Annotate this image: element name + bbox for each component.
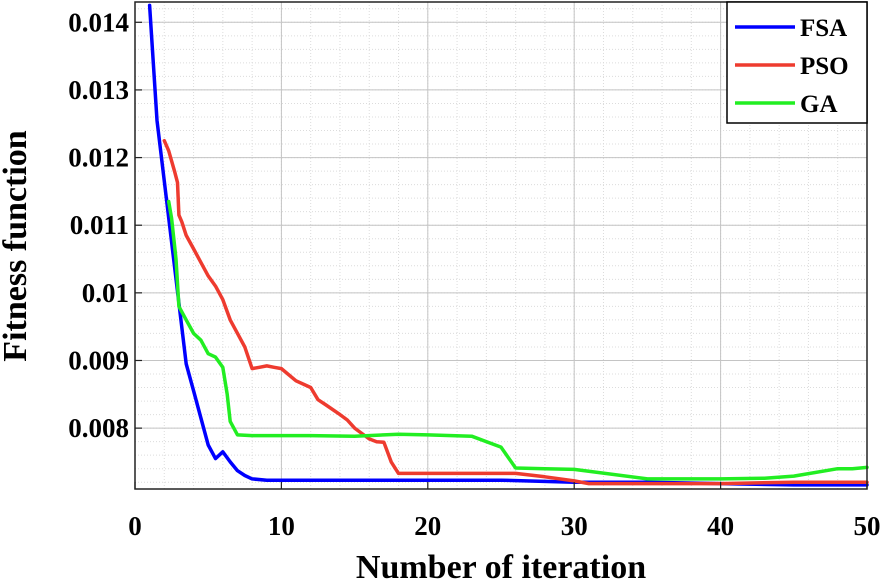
plot-frame — [134, 1, 868, 490]
y-tick-label: 0.014 — [68, 7, 129, 37]
x-axis: 0 10 20 30 40 50 — [128, 482, 881, 541]
y-axis-title: Fitness function — [0, 130, 34, 362]
series-line-pso — [162, 138, 869, 486]
y-tick-label: 0.013 — [68, 75, 129, 105]
y-tick-label: 0.008 — [68, 413, 129, 443]
y-tick-label: 0.01 — [82, 278, 129, 308]
y-tick-label: 0.012 — [68, 143, 129, 173]
x-tick-label: 10 — [268, 511, 295, 541]
legend-label-fsa: FSA — [800, 15, 847, 42]
x-axis-title: Number of iteration — [356, 549, 646, 583]
series-line-ga — [166, 199, 869, 481]
y-tick-label: 0.011 — [70, 210, 129, 240]
x-tick-label: 0 — [128, 511, 142, 541]
x-tick-label: 30 — [561, 511, 588, 541]
legend-label-ga: GA — [800, 91, 838, 118]
legend-label-pso: PSO — [800, 53, 849, 80]
y-tick-label: 0.009 — [68, 345, 129, 375]
legend: FSA PSO GA — [726, 1, 868, 124]
x-tick-label: 50 — [854, 511, 881, 541]
x-tick-label: 20 — [414, 511, 441, 541]
x-tick-label: 40 — [707, 511, 734, 541]
y-axis: 0.008 0.009 0.01 0.011 0.012 0.013 0.014 — [68, 7, 142, 443]
